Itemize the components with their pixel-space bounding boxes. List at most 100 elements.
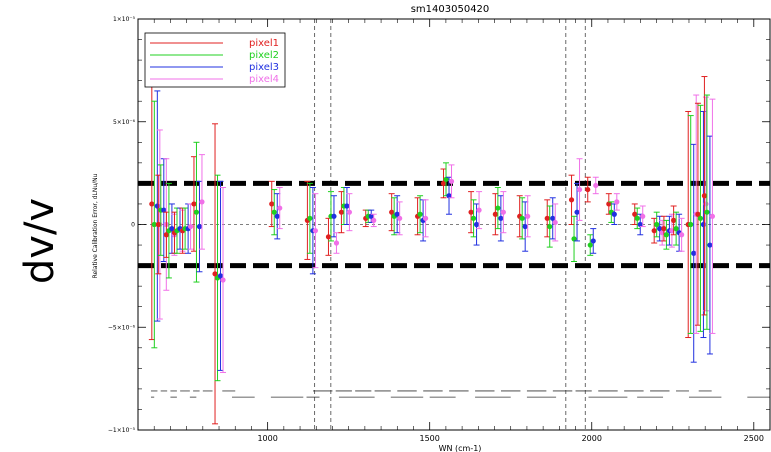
x-tick-label: 2000 (582, 434, 602, 443)
data-point (333, 240, 340, 246)
data-point (593, 182, 599, 189)
x-tick-label: 2500 (744, 434, 764, 443)
data-point (522, 223, 528, 230)
data-point (307, 215, 313, 221)
legend-box (144, 32, 286, 88)
data-point (679, 232, 685, 238)
x-tick-label: 1500 (420, 434, 440, 443)
data-point (637, 221, 643, 228)
data-point (422, 215, 429, 221)
data-point (271, 209, 277, 215)
data-point (163, 232, 170, 238)
data-point (707, 242, 713, 248)
data-point (701, 193, 708, 199)
data-point (212, 271, 218, 277)
data-point (574, 209, 580, 215)
data-point (697, 215, 704, 221)
data-point (688, 221, 694, 228)
data-point (519, 215, 525, 221)
y-tick-label: −5×10⁻⁶ (108, 324, 136, 331)
data-point (590, 238, 596, 244)
legend-label: pixel4 (249, 74, 279, 85)
data-point (371, 217, 377, 223)
data-point (498, 215, 504, 221)
data-point (663, 232, 670, 238)
data-point (695, 211, 701, 217)
y-tick-label: 0 (131, 222, 135, 229)
data-point (492, 211, 498, 217)
data-point (470, 215, 477, 221)
x-axis-label: WN (cm-1) (439, 444, 482, 452)
data-point (217, 273, 224, 279)
data-point (346, 209, 353, 215)
data-point (446, 193, 452, 199)
data-point (188, 223, 194, 230)
data-point (325, 234, 332, 240)
data-point (448, 178, 455, 184)
legend-label: pixel2 (249, 50, 279, 61)
data-point (468, 209, 474, 215)
data-point (673, 226, 679, 232)
data-point (473, 221, 480, 228)
data-point (640, 213, 646, 219)
data-point (443, 176, 449, 182)
chart-title: sm1403050420 (411, 4, 490, 15)
data-point (700, 221, 707, 228)
data-point (394, 211, 400, 217)
data-point (397, 215, 403, 221)
data-point (154, 203, 160, 209)
legend-label: pixel1 (249, 38, 279, 49)
data-point (709, 213, 716, 219)
data-point (568, 197, 575, 203)
data-point (571, 236, 577, 242)
data-point (149, 201, 155, 207)
data-point (191, 201, 197, 207)
data-point (277, 205, 283, 211)
data-point (476, 207, 482, 213)
data-point (576, 186, 583, 193)
data-point (199, 199, 205, 205)
data-point (274, 213, 280, 219)
data-point (151, 221, 157, 228)
data-point (312, 228, 318, 234)
bottom-reference-dashes (150, 390, 770, 398)
data-point (704, 209, 710, 215)
data-point (169, 226, 175, 232)
data-point (611, 211, 617, 217)
legend-label: pixel3 (249, 62, 279, 73)
axes: 1000 1500 2000 2500 −1×10⁻⁵ −5×10⁻⁶ 0 5×10⁻⁶ 1×1… (108, 16, 771, 443)
data-point (331, 213, 337, 219)
data-point (671, 217, 677, 223)
data-point (269, 201, 275, 207)
data-point (632, 211, 638, 217)
data-point (587, 242, 593, 248)
data-points (148, 67, 716, 425)
data-point (651, 228, 657, 234)
data-point (220, 277, 226, 283)
data-point (661, 226, 667, 232)
data-point (585, 186, 591, 193)
data-point (495, 205, 501, 211)
data-point (368, 213, 374, 219)
data-point (544, 215, 550, 221)
y-tick-label: 5×10⁻⁶ (113, 119, 136, 126)
data-point (614, 199, 620, 205)
data-point (161, 207, 167, 213)
data-point (344, 203, 350, 209)
data-point (525, 213, 531, 219)
x-tick-label: 1000 (257, 434, 277, 443)
y-axis-label: Relative Calibration Error, dLNu/Nu (92, 173, 99, 278)
data-point (547, 223, 553, 230)
data-point (654, 221, 660, 228)
data-point (338, 209, 345, 215)
data-point (691, 250, 697, 256)
data-point (606, 201, 612, 207)
data-point (550, 215, 556, 221)
data-point (552, 219, 558, 226)
data-point (634, 215, 640, 221)
y-tick-label: −1×10⁻⁵ (108, 427, 136, 434)
data-point (196, 223, 203, 230)
data-point (193, 209, 200, 215)
